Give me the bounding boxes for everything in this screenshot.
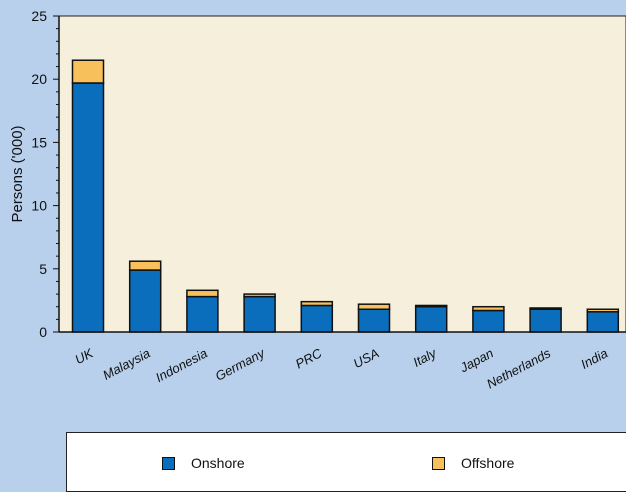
bar-onshore-indonesia bbox=[186, 295, 219, 333]
bar-offshore-germany bbox=[243, 293, 276, 298]
legend-label-onshore: Onshore bbox=[191, 455, 245, 471]
y-tick-label: 15 bbox=[31, 134, 47, 150]
x-tick-label: Germany bbox=[213, 345, 269, 384]
y-tick-label: 25 bbox=[31, 8, 47, 24]
x-tick-label: PRC bbox=[293, 345, 325, 371]
x-tick-label: Malaysia bbox=[100, 345, 152, 382]
bar-onshore-netherlands bbox=[529, 308, 562, 333]
y-tick-label: 5 bbox=[39, 261, 47, 277]
bar-onshore-usa bbox=[357, 308, 391, 333]
y-axis: 0 5 10 15 20 25 bbox=[31, 8, 59, 340]
legend: Onshore Offshore bbox=[66, 432, 626, 492]
bar-offshore-india bbox=[586, 308, 620, 313]
bar-offshore-malaysia bbox=[128, 260, 162, 271]
bar-offshore-uk bbox=[71, 59, 105, 84]
legend-item-offshore: Offshore bbox=[432, 455, 514, 471]
x-tick-label: USA bbox=[351, 345, 382, 371]
legend-swatch-offshore bbox=[432, 456, 445, 470]
legend-label-offshore: Offshore bbox=[461, 455, 515, 471]
legend-swatch-onshore bbox=[162, 456, 175, 470]
bar-offshore-usa bbox=[357, 303, 391, 310]
bar-onshore-italy bbox=[414, 305, 448, 333]
bar-onshore-japan bbox=[472, 309, 505, 333]
x-tick-label: Netherlands bbox=[484, 345, 553, 391]
bars bbox=[71, 59, 620, 333]
x-tick-label: Japan bbox=[457, 345, 496, 375]
chart: 0 5 10 15 20 25 UK Malaysia Indonesia Germany PRC… bbox=[9, 8, 626, 392]
x-axis-labels: UK Malaysia Indonesia Germany PRC USA Italy Jap… bbox=[72, 345, 610, 392]
x-tick-label: Indonesia bbox=[153, 345, 210, 385]
y-tick-label: 20 bbox=[31, 71, 47, 87]
bar-offshore-japan bbox=[472, 305, 505, 312]
legend-item-onshore: Onshore bbox=[162, 455, 245, 471]
x-tick-label: Italy bbox=[411, 345, 440, 370]
bar-onshore-prc bbox=[300, 304, 334, 333]
bar-onshore-malaysia bbox=[128, 269, 162, 333]
bar-offshore-indonesia bbox=[186, 289, 219, 298]
bar-onshore-india bbox=[586, 311, 620, 333]
chart-svg: 0 5 10 15 20 25 UK Malaysia Indonesia Germany PRC… bbox=[9, 8, 626, 392]
bar-offshore-prc bbox=[300, 300, 334, 307]
y-tick-label: 0 bbox=[39, 324, 47, 340]
x-tick-label: India bbox=[578, 345, 610, 371]
x-tick-label: UK bbox=[72, 345, 96, 367]
bar-onshore-germany bbox=[243, 295, 276, 333]
y-tick-label: 10 bbox=[31, 198, 47, 214]
bar-offshore-italy bbox=[414, 304, 448, 308]
bar-offshore-netherlands bbox=[529, 307, 562, 310]
y-axis-title: Persons ('000) bbox=[9, 125, 26, 222]
bar-onshore-uk bbox=[71, 82, 105, 333]
